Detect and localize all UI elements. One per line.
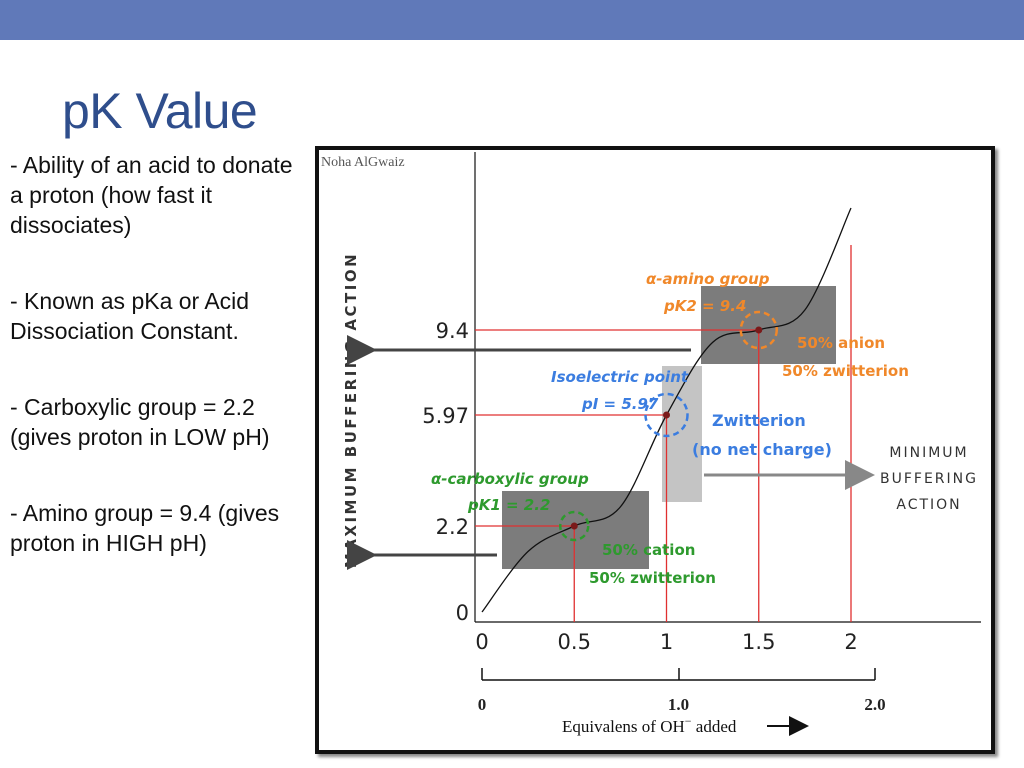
carboxyl-pk: pK1 = 2.2 [467,496,550,514]
y-tick-label: 5.97 [422,404,469,428]
y-tick-label: 2.2 [436,515,469,539]
y-tick-labels: 0 2.2 5.97 9.4 [422,319,469,625]
isoelectric-line1: Zwitterion [712,411,806,430]
bullet-item: - Carboxylic group = 2.2 (gives proton i… [10,394,270,450]
amino-group-title: α-amino group [646,270,770,288]
bullet-list: - Ability of an acid to donate a proton … [10,150,310,604]
lower-axis-ticks: 0 1.0 2.0 [478,695,886,714]
isoelectric-pi: pI = 5.97 [581,395,659,413]
marked-point-dot [755,326,763,334]
lower-axis-title: Equivalens of OH− added [562,714,737,736]
watermark: Noha AlGwaiz [321,155,405,170]
x-tick-labels: 0 0.5 1 1.5 2 [475,630,857,654]
lower-axis-tick-label: 2.0 [864,695,885,714]
bullet-item: - Known as pKa or Acid Dissociation Cons… [10,288,250,344]
carboxyl-region [502,491,649,569]
y-axis-label: MAXIMUM BUFFERING ACTION [342,252,360,568]
carboxyl-line1: 50% cation [602,541,695,559]
pk2-marker-circle [739,310,778,350]
amino-region [701,286,836,364]
x-tick-label: 1.5 [742,630,775,654]
isoelectric-title: Isoelectric point [551,368,689,386]
x-tick-label: 0.5 [558,630,591,654]
x-tick-label: 1 [660,630,673,654]
marked-points [570,326,763,530]
y-tick-label: 9.4 [436,319,469,343]
x-tick-label: 2 [844,630,857,654]
x-tick-label: 0 [475,630,488,654]
pi-marker-circle [644,392,689,438]
titration-figure: Noha AlGwaiz 0 2.2 5.97 9.4 0 0.5 1 1.5 2 MAXIM… [315,146,995,754]
carboxyl-title: α-carboxylic group [431,470,589,488]
amino-line1: 50% anion [797,334,885,352]
marked-point-dot [663,411,670,419]
isoelectric-region [662,366,702,502]
amino-group-pk: pK2 = 9.4 [663,297,746,315]
lower-axis-tick-label: 1.0 [668,695,689,714]
min-label-line2: BUFFERING [880,471,978,487]
top-accent-bar [0,0,1024,40]
bullet-item: - Amino group = 9.4 (gives proton in HIG… [10,500,280,556]
amino-line2: 50% zwitterion [782,362,909,380]
bullet-item: - Ability of an acid to donate a proton … [10,152,293,238]
isoelectric-line2: (no net charge) [692,440,832,459]
marked-point-dot [570,522,578,530]
min-label-line3: ACTION [896,497,961,513]
titration-curve-svg: Noha AlGwaiz 0 2.2 5.97 9.4 0 0.5 1 1.5 2 MAXIM… [321,152,981,736]
lower-axis-tick-label: 0 [478,695,487,714]
slide-title: pK Value [62,83,258,139]
carboxyl-line2: 50% zwitterion [589,569,716,587]
y-tick-label: 0 [456,601,469,625]
pk1-marker-circle [559,510,590,542]
min-label-line1: MINIMUM [889,445,968,461]
